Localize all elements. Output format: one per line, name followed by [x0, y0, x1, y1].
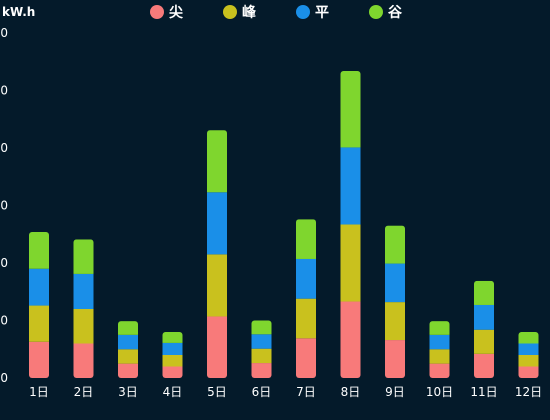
bar-segment[interactable] — [385, 225, 405, 264]
bars — [29, 70, 539, 379]
legend: 尖峰平谷 — [150, 4, 403, 21]
legend-label[interactable]: 峰 — [242, 4, 257, 21]
bar-segment[interactable] — [296, 258, 316, 299]
x-tick-label: 6日 — [252, 385, 272, 399]
bar-segment[interactable] — [118, 334, 138, 350]
bar-segment[interactable] — [73, 239, 94, 274]
bar-segment[interactable] — [296, 219, 316, 259]
y-tick-label: 00 — [0, 84, 8, 98]
bar-segment[interactable] — [429, 321, 450, 335]
bar-segment[interactable] — [385, 263, 405, 303]
bar-segment[interactable] — [73, 343, 94, 379]
bar-segment[interactable] — [518, 343, 539, 356]
legend-label[interactable]: 谷 — [388, 5, 403, 21]
bar-segment[interactable] — [340, 301, 361, 378]
x-tick-label: 3日 — [118, 385, 138, 399]
bar-segment[interactable] — [518, 355, 539, 367]
legend-swatch[interactable] — [296, 5, 310, 19]
x-tick-label: 12日 — [515, 385, 542, 399]
bar-segment[interactable] — [251, 363, 272, 378]
x-axis-ticks: 1日 2日 3日 4日 5日 6日 7日 8日 9日 10日 11日 12日 — [29, 385, 542, 399]
bar-stack[interactable] — [296, 219, 316, 378]
bar-segment[interactable] — [340, 147, 361, 225]
bar-segment[interactable] — [429, 363, 450, 378]
bar-segment[interactable] — [429, 349, 450, 364]
bar-segment[interactable] — [29, 268, 49, 306]
y-tick-label: 00 — [0, 256, 8, 270]
legend-label[interactable]: 尖 — [169, 4, 183, 21]
bar-stack[interactable] — [474, 280, 494, 378]
bar-segment[interactable] — [251, 320, 272, 335]
bar-segment[interactable] — [29, 341, 49, 378]
bar-segment[interactable] — [474, 329, 494, 354]
bar-segment[interactable] — [251, 334, 272, 349]
bar-segment[interactable] — [29, 305, 49, 342]
bar-segment[interactable] — [207, 130, 227, 193]
bar-stack[interactable] — [251, 320, 272, 379]
x-tick-label: 10日 — [426, 385, 453, 399]
bar-segment[interactable] — [207, 254, 227, 317]
bar-segment[interactable] — [207, 192, 227, 255]
y-axis-unit-label: kW.h — [2, 5, 35, 19]
bar-segment[interactable] — [429, 334, 450, 350]
bar-segment[interactable] — [385, 302, 405, 341]
bar-segment[interactable] — [162, 342, 183, 355]
bar-stack[interactable] — [340, 70, 361, 378]
bar-segment[interactable] — [162, 366, 183, 379]
bar-segment[interactable] — [340, 224, 361, 302]
bar-stack[interactable] — [207, 130, 227, 378]
x-tick-label: 11日 — [470, 385, 497, 399]
bar-segment[interactable] — [474, 304, 494, 330]
x-tick-label: 9日 — [385, 385, 405, 399]
bar-segment[interactable] — [73, 273, 94, 309]
bar-segment[interactable] — [518, 366, 539, 379]
bar-stack[interactable] — [29, 231, 49, 378]
bar-stack[interactable] — [73, 239, 94, 379]
x-tick-label: 7日 — [296, 385, 316, 399]
bar-stack[interactable] — [429, 321, 450, 378]
legend-swatch[interactable] — [150, 5, 164, 19]
bar-segment[interactable] — [251, 348, 272, 364]
bar-segment[interactable] — [73, 309, 94, 344]
bar-segment[interactable] — [118, 349, 138, 364]
x-tick-label: 8日 — [341, 385, 361, 399]
bar-stack[interactable] — [385, 225, 405, 378]
y-axis-ticks: 0000000000000 — [0, 26, 8, 385]
x-tick-label: 5日 — [207, 385, 227, 399]
y-tick-label: 00 — [0, 141, 8, 155]
legend-swatch[interactable] — [369, 5, 383, 19]
bar-stack[interactable] — [518, 332, 539, 379]
legend-label[interactable]: 平 — [315, 5, 329, 21]
bar-segment[interactable] — [118, 321, 138, 335]
x-tick-label: 4日 — [163, 385, 183, 399]
y-tick-label: 0 — [0, 371, 8, 385]
bar-segment[interactable] — [162, 355, 183, 367]
y-tick-label: 00 — [0, 26, 8, 40]
x-tick-label: 2日 — [74, 385, 94, 399]
bar-segment[interactable] — [296, 298, 316, 339]
y-tick-label: 00 — [0, 314, 8, 328]
bar-segment[interactable] — [296, 338, 316, 378]
y-tick-label: 00 — [0, 199, 8, 213]
x-tick-label: 1日 — [29, 385, 49, 399]
bar-segment[interactable] — [118, 363, 138, 378]
bar-segment[interactable] — [29, 231, 49, 269]
bar-stack[interactable] — [118, 321, 138, 378]
bar-segment[interactable] — [518, 332, 539, 344]
bar-stack[interactable] — [162, 332, 183, 379]
legend-swatch[interactable] — [223, 5, 237, 19]
bar-segment[interactable] — [340, 70, 361, 148]
bar-segment[interactable] — [385, 340, 405, 378]
bar-segment[interactable] — [207, 316, 227, 378]
bar-segment[interactable] — [474, 280, 494, 305]
bar-segment[interactable] — [162, 332, 183, 343]
bar-segment[interactable] — [474, 353, 494, 378]
